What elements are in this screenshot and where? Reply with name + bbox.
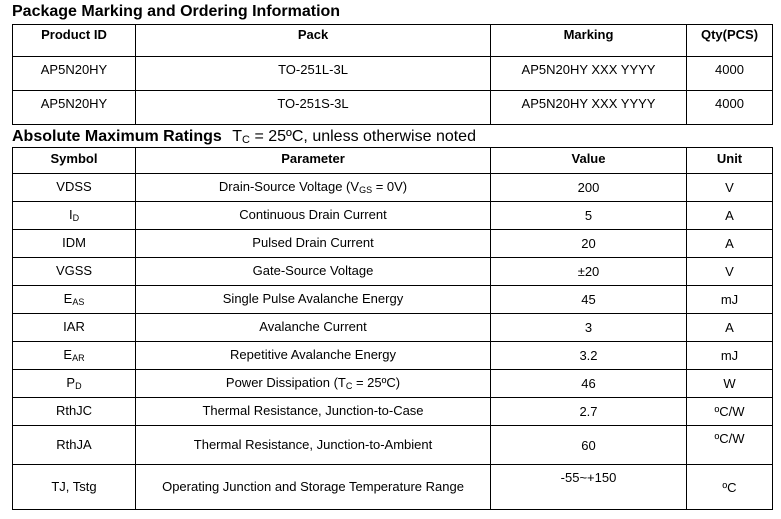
value-cell: 60 — [490, 425, 687, 465]
unit-cell: A — [686, 201, 773, 230]
value-cell: 2.7 — [490, 397, 687, 426]
ratings-title: Absolute Maximum Ratings — [12, 128, 222, 145]
parameter-cell: Pulsed Drain Current — [135, 229, 491, 258]
table-row: TJ, Tstg Operating Junction and Storage T… — [12, 464, 773, 510]
symbol-cell: TJ, Tstg — [12, 464, 136, 510]
table-row: RthJC Thermal Resistance, Junction-to-Cas… — [12, 397, 773, 426]
symbol-cell: PD — [12, 369, 136, 398]
header-value: Value — [490, 147, 687, 174]
qty-cell: 4000 — [686, 56, 773, 91]
unit-cell: ºC — [686, 464, 773, 510]
table-row: AP5N20HY TO-251L-3L AP5N20HY XXX YYYY 40… — [12, 56, 773, 91]
parameter-cell: Power Dissipation (TC = 25ºC) — [135, 369, 491, 398]
unit-cell: ºC/W — [686, 425, 773, 465]
unit-cell: V — [686, 257, 773, 286]
value-cell: -55~+150 — [490, 464, 687, 510]
value-cell: 45 — [490, 285, 687, 314]
table-row: PD Power Dissipation (TC = 25ºC) 46 W — [12, 369, 773, 398]
parameter-cell: Continuous Drain Current — [135, 201, 491, 230]
table-row: EAR Repetitive Avalanche Energy 3.2 mJ — [12, 341, 773, 370]
header-marking: Marking — [490, 24, 687, 57]
symbol-cell: RthJA — [12, 425, 136, 465]
parameter-cell: Gate-Source Voltage — [135, 257, 491, 286]
pack-cell: TO-251L-3L — [135, 56, 491, 91]
symbol-cell: RthJC — [12, 397, 136, 426]
product-id-cell: AP5N20HY — [12, 90, 136, 125]
ratings-condition: TC = 25ºC, unless otherwise noted — [232, 128, 476, 146]
unit-cell: A — [686, 229, 773, 258]
ordering-title: Package Marking and Ordering Information — [12, 3, 341, 20]
unit-cell: ºC/W — [686, 397, 773, 426]
parameter-cell: Drain-Source Voltage (VGS = 0V) — [135, 173, 491, 202]
unit-cell: mJ — [686, 341, 773, 370]
product-id-cell: AP5N20HY — [12, 56, 136, 91]
table-row: VDSS Drain-Source Voltage (VGS = 0V) 200 V — [12, 173, 773, 202]
unit-cell: mJ — [686, 285, 773, 314]
parameter-cell: Repetitive Avalanche Energy — [135, 341, 491, 370]
value-cell: 5 — [490, 201, 687, 230]
header-pack: Pack — [135, 24, 491, 57]
table-row: IAR Avalanche Current 3 A — [12, 313, 773, 342]
qty-cell: 4000 — [686, 90, 773, 125]
marking-cell: AP5N20HY XXX YYYY — [490, 56, 687, 91]
ordering-header-row: Product ID Pack Marking Qty(PCS) — [12, 24, 773, 57]
ordering-heading: Package Marking and Ordering Information — [12, 3, 340, 21]
value-cell: 46 — [490, 369, 687, 398]
table-row: VGSS Gate-Source Voltage ±20 V — [12, 257, 773, 286]
ratings-header-row: Symbol Parameter Value Unit — [12, 147, 773, 174]
parameter-cell: Single Pulse Avalanche Energy — [135, 285, 491, 314]
table-row: AP5N20HY TO-251S-3L AP5N20HY XXX YYYY 40… — [12, 90, 773, 125]
table-row: ID Continuous Drain Current 5 A — [12, 201, 773, 230]
value-cell: 3.2 — [490, 341, 687, 370]
parameter-cell: Thermal Resistance, Junction-to-Ambient — [135, 425, 491, 465]
header-unit: Unit — [686, 147, 773, 174]
value-cell: 20 — [490, 229, 687, 258]
symbol-cell: EAR — [12, 341, 136, 370]
unit-cell: A — [686, 313, 773, 342]
pack-cell: TO-251S-3L — [135, 90, 491, 125]
symbol-cell: IDM — [12, 229, 136, 258]
ratings-table: Symbol Parameter Value Unit VDSS Drain-So… — [12, 147, 773, 510]
header-parameter: Parameter — [135, 147, 491, 174]
symbol-cell: IAR — [12, 313, 136, 342]
table-row: EAS Single Pulse Avalanche Energy 45 mJ — [12, 285, 773, 314]
header-symbol: Symbol — [12, 147, 136, 174]
parameter-cell: Operating Junction and Storage Temperatu… — [135, 464, 491, 510]
parameter-cell: Avalanche Current — [135, 313, 491, 342]
unit-cell: W — [686, 369, 773, 398]
value-cell: ±20 — [490, 257, 687, 286]
symbol-cell: EAS — [12, 285, 136, 314]
value-cell: 200 — [490, 173, 687, 202]
parameter-cell: Thermal Resistance, Junction-to-Case — [135, 397, 491, 426]
header-product-id: Product ID — [12, 24, 136, 57]
ordering-table: Product ID Pack Marking Qty(PCS) AP5N20H… — [12, 24, 773, 125]
header-qty: Qty(PCS) — [686, 24, 773, 57]
symbol-cell: VGSS — [12, 257, 136, 286]
ratings-heading: Absolute Maximum Ratings TC = 25ºC, unle… — [12, 128, 476, 147]
symbol-cell: VDSS — [12, 173, 136, 202]
marking-cell: AP5N20HY XXX YYYY — [490, 90, 687, 125]
table-row: IDM Pulsed Drain Current 20 A — [12, 229, 773, 258]
unit-cell: V — [686, 173, 773, 202]
symbol-cell: ID — [12, 201, 136, 230]
value-cell: 3 — [490, 313, 687, 342]
table-row: RthJA Thermal Resistance, Junction-to-Amb… — [12, 425, 773, 465]
